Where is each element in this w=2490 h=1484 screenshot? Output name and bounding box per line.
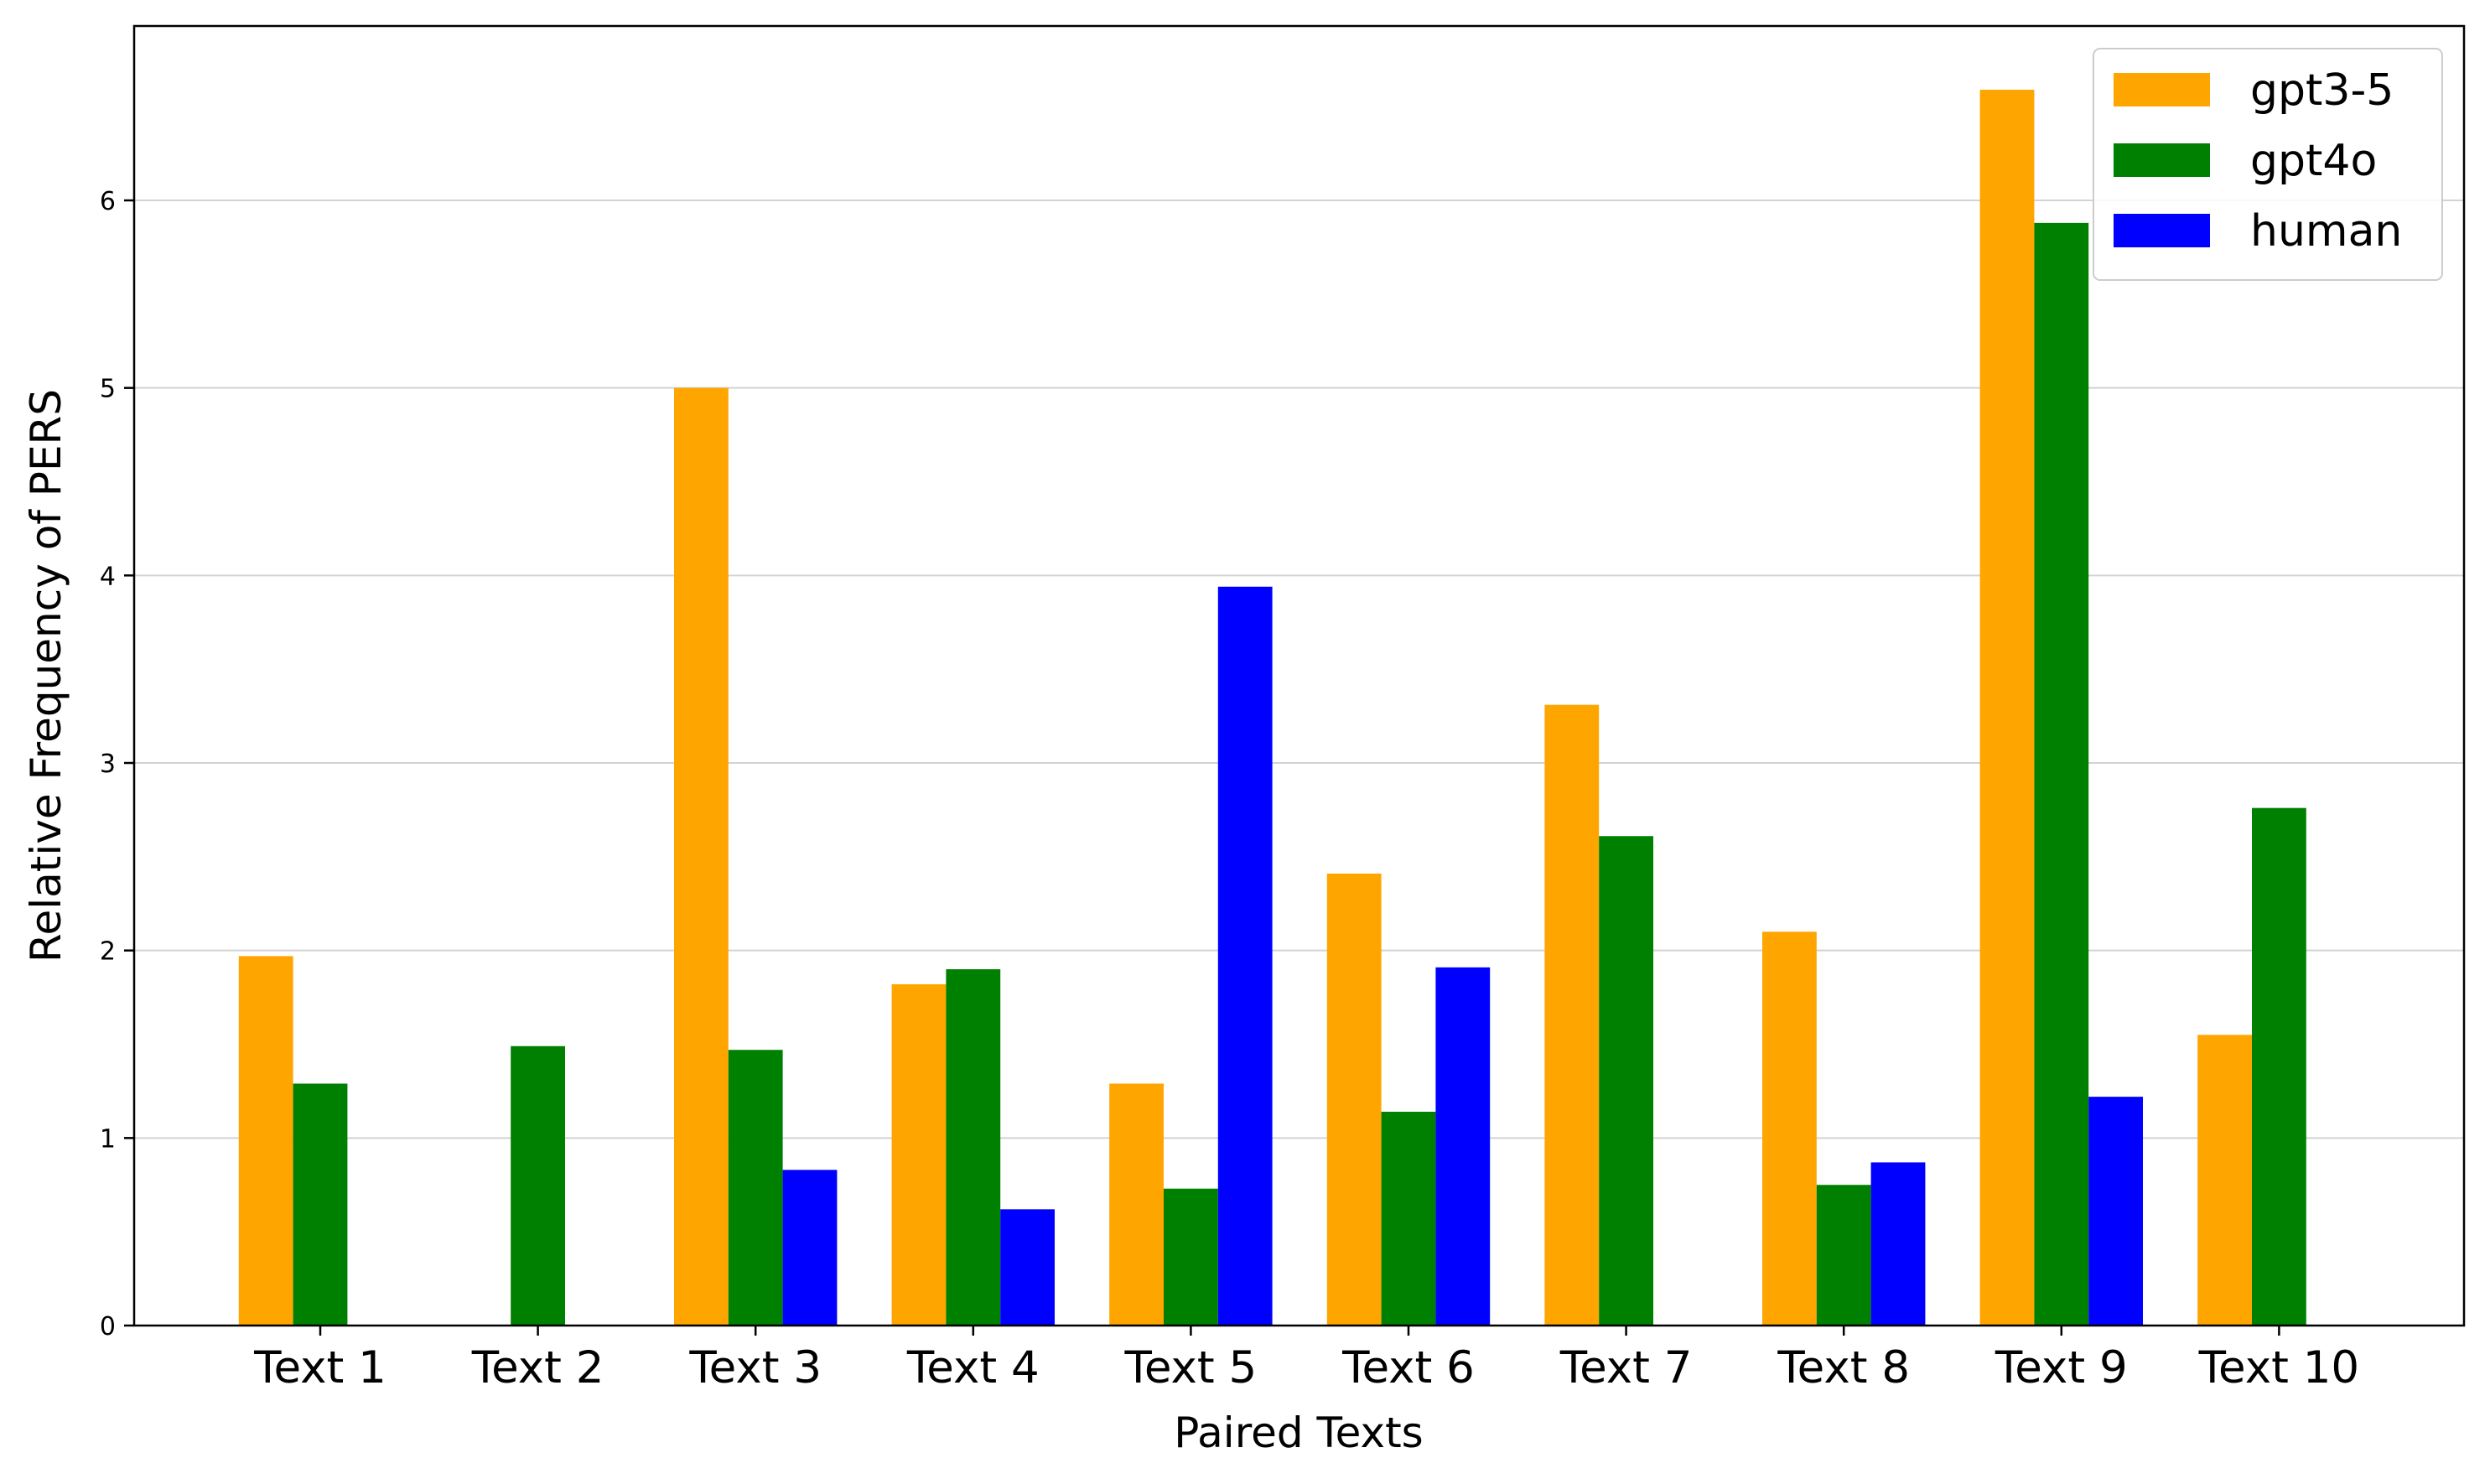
bar-human-8 bbox=[1870, 1162, 1926, 1326]
bar-human-4 bbox=[1000, 1209, 1055, 1326]
legend-swatch-gpt3-5 bbox=[2114, 73, 2210, 106]
y-tick-label-2: 2 bbox=[100, 937, 116, 967]
legend-swatch-human bbox=[2114, 214, 2210, 247]
y-tick-label-5: 5 bbox=[100, 375, 116, 404]
x-tick-label-3: Text 3 bbox=[688, 1342, 822, 1393]
y-axis-ticks: 0 1 2 3 4 5 6 bbox=[100, 187, 134, 1341]
bar-gpt3-5-3 bbox=[674, 387, 729, 1326]
y-axis-label: Relative Frequency of PERS bbox=[22, 389, 70, 963]
bar-gpt3-5-10 bbox=[2197, 1035, 2252, 1326]
bar-gpt3-5-7 bbox=[1544, 704, 1600, 1326]
bar-gpt3-5-1 bbox=[238, 956, 293, 1326]
bar-human-3 bbox=[782, 1170, 838, 1326]
x-tick-label-7: Text 7 bbox=[1559, 1342, 1693, 1393]
x-tick-label-5: Text 5 bbox=[1124, 1342, 1258, 1393]
bar-gpt4o-8 bbox=[1816, 1185, 1871, 1326]
bar-gpt4o-3 bbox=[728, 1050, 783, 1326]
legend-swatch-gpt4o bbox=[2114, 143, 2210, 177]
bar-gpt4o-1 bbox=[293, 1083, 348, 1326]
x-tick-label-10: Text 10 bbox=[2198, 1342, 2359, 1393]
legend-label-gpt3-5: gpt3-5 bbox=[2250, 65, 2394, 116]
x-tick-label-8: Text 8 bbox=[1777, 1342, 1910, 1393]
bar-gpt3-5-9 bbox=[1979, 90, 2035, 1326]
x-axis-label: Paired Texts bbox=[1174, 1409, 1423, 1457]
bar-gpt3-5-8 bbox=[1762, 931, 1817, 1326]
bars bbox=[238, 90, 2306, 1326]
x-tick-label-2: Text 2 bbox=[471, 1342, 604, 1393]
y-tick-label-1: 1 bbox=[100, 1124, 116, 1154]
bar-gpt4o-7 bbox=[1599, 836, 1653, 1326]
x-axis-ticks: Text 1 Text 2 Text 3 Text 4 Text 5 Text 6 Text… bbox=[253, 1326, 2359, 1393]
x-tick-label-4: Text 4 bbox=[906, 1342, 1040, 1393]
plot-frame bbox=[132, 24, 2466, 1327]
y-tick-label-3: 3 bbox=[100, 750, 116, 779]
bar-human-6 bbox=[1435, 967, 1491, 1326]
legend-label-gpt4o: gpt4o bbox=[2250, 136, 2377, 186]
bar-human-5 bbox=[1217, 586, 1273, 1326]
bar-gpt4o-9 bbox=[2034, 222, 2089, 1326]
legend-label-human: human bbox=[2250, 206, 2402, 257]
legend: gpt3-5 gpt4o human bbox=[2093, 48, 2443, 281]
y-tick-label-6: 6 bbox=[100, 187, 116, 216]
bar-gpt4o-6 bbox=[1381, 1112, 1436, 1326]
bar-gpt4o-4 bbox=[946, 969, 1001, 1326]
bar-gpt3-5-5 bbox=[1109, 1083, 1164, 1326]
x-tick-label-1: Text 1 bbox=[253, 1342, 386, 1393]
x-tick-label-6: Text 6 bbox=[1341, 1342, 1475, 1393]
bar-gpt4o-5 bbox=[1164, 1188, 1218, 1326]
bar-gpt3-5-6 bbox=[1326, 873, 1382, 1326]
y-tick-label-4: 4 bbox=[100, 562, 116, 591]
bar-gpt4o-10 bbox=[2252, 807, 2306, 1326]
x-tick-label-9: Text 9 bbox=[1995, 1342, 2128, 1393]
bar-human-9 bbox=[2088, 1097, 2143, 1326]
bar-gpt3-5-4 bbox=[891, 983, 947, 1326]
y-tick-label-0: 0 bbox=[100, 1312, 116, 1341]
bar-gpt4o-2 bbox=[511, 1046, 565, 1326]
